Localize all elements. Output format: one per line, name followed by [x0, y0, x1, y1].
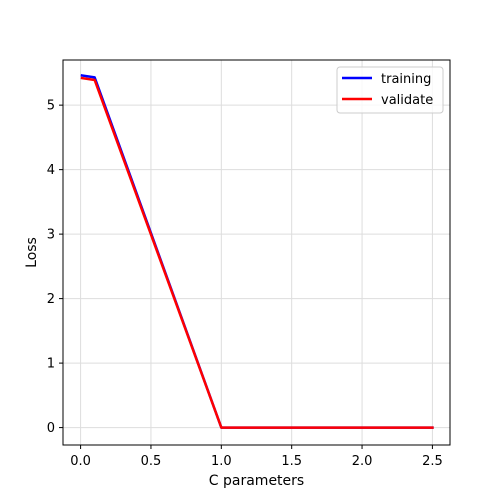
x-tick-label: 1.0 — [211, 454, 232, 469]
x-tick-label: 0.0 — [70, 454, 91, 469]
y-tick-label: 1 — [47, 357, 55, 372]
series-lines — [80, 74, 434, 429]
legend: training validate — [336, 66, 444, 114]
legend-label-training: training — [381, 72, 431, 87]
grid — [63, 60, 450, 445]
y-tick-label: 5 — [47, 99, 55, 114]
x-axis-label: C parameters — [209, 473, 304, 489]
axis-ticks: 0.0 0.5 1.0 1.5 2.0 2.5 0 1 2 3 4 5 — [47, 99, 443, 469]
x-tick-label: 2.0 — [352, 454, 373, 469]
plot-frame — [62, 59, 451, 446]
legend-label-validate: validate — [381, 93, 433, 108]
y-tick-label: 0 — [47, 421, 55, 436]
x-tick-label: 1.5 — [281, 454, 302, 469]
series-line-validate — [80, 76, 434, 429]
y-tick-label: 4 — [47, 163, 55, 178]
y-tick-label: 2 — [47, 292, 55, 307]
y-axis-label: Loss — [24, 237, 40, 268]
y-tick-label: 3 — [47, 228, 55, 243]
x-tick-label: 0.5 — [141, 454, 162, 469]
x-tick-label: 2.5 — [422, 454, 443, 469]
